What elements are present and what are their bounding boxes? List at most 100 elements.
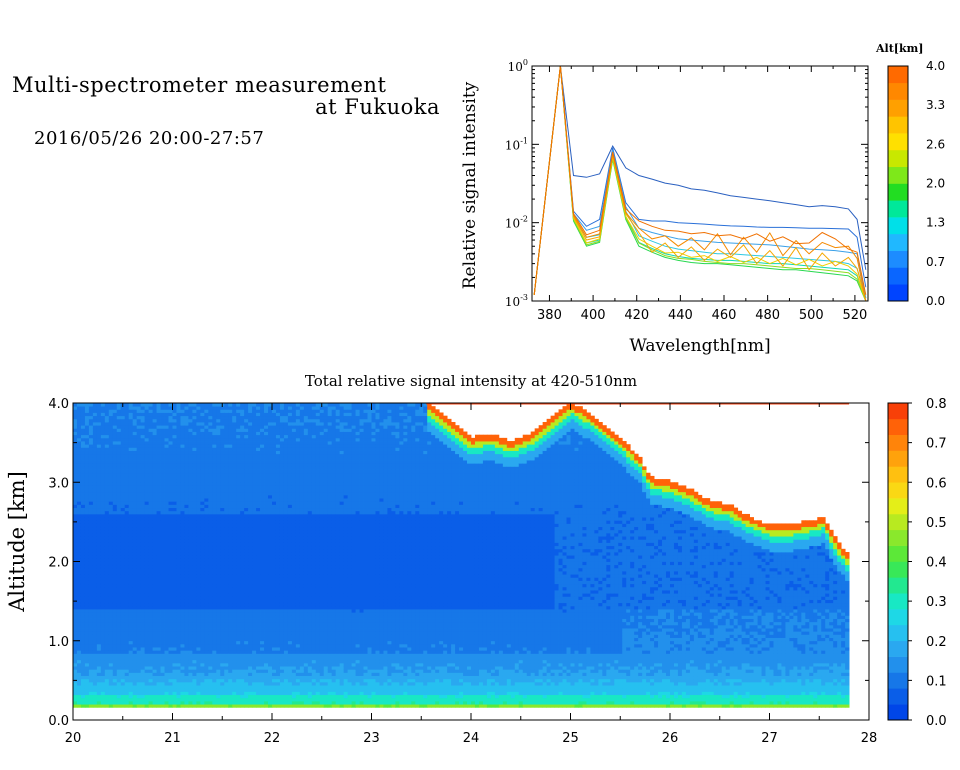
heatmap-cell [176,517,181,521]
heatmap-cell [136,545,142,550]
heatmap-cell [108,504,114,509]
heatmap-cell [264,704,269,708]
heatmap-cell [172,536,177,540]
heatmap-cell [144,656,150,661]
heatmap-cell [84,463,90,467]
heatmap-cell [92,609,98,613]
heatmap-cell [200,482,205,486]
heatmap-cell [112,526,118,531]
heatmap-cell [104,444,110,448]
heatmap-cell [220,596,225,600]
heatmap-cell [108,447,114,451]
heatmap-cell [192,491,197,496]
heatmap-cell [152,590,157,594]
heatmap-cell [120,640,126,645]
heatmap-cell [260,453,265,458]
heatmap-cell [136,675,142,680]
heatmap-cell [168,406,173,410]
heatmap-cell [112,437,118,442]
heatmap-cell [268,634,273,638]
heatmap-cell [140,583,146,588]
heatmap-cell [200,647,205,651]
heatmap-cell [216,628,221,632]
heatmap-cell [160,472,165,477]
heatmap-cell [260,472,265,477]
heatmap-cell [124,485,130,489]
heatmap-cell [144,437,150,442]
heatmap-cell [168,548,173,553]
heatmap-cell [124,590,130,594]
heatmap-cell [212,704,217,708]
heatmap-cell [208,618,213,623]
heatmap-cell [160,425,165,429]
heatmap-cell [152,450,157,455]
heatmap-cell [160,418,165,423]
heatmap-cell [240,403,245,407]
heatmap-cell [152,485,157,489]
heatmap-cell [136,536,142,540]
heatmap-cell [76,463,82,467]
heatmap-cell [220,520,225,524]
heatmap-cell [236,406,241,410]
heatmap-cell [216,700,221,705]
heatmap-cell [156,691,161,696]
heatmap-cell [260,501,265,505]
heatmap-cell [256,501,261,505]
heatmap-cell [148,542,153,547]
heatmap-cell [204,403,209,407]
heatmap-cell [84,659,90,664]
heatmap-cell [236,453,241,458]
heatmap-cell [76,504,82,509]
heatmap-cell [76,482,82,486]
heatmap-cell [156,437,161,442]
heatmap-cell [120,685,126,689]
heatmap-cell [73,406,78,410]
heatmap-cell [204,681,209,686]
heatmap-cell [180,450,185,455]
heatmap-cell [216,637,221,642]
heatmap-cell [204,460,209,464]
heatmap-cell [228,650,233,654]
heatmap-cell [192,444,197,448]
heatmap-cell [168,456,173,461]
heatmap-cell [252,412,257,417]
heatmap-cell [252,666,257,670]
heatmap-cell [252,415,257,420]
heatmap-cell [216,618,221,623]
heatmap-cell [104,650,110,654]
heatmap-cell [220,621,225,626]
heatmap-cell [204,425,209,429]
heatmap-cell [112,662,118,667]
heatmap-cell [144,596,150,600]
heatmap-cell [88,666,94,670]
heatmap-cell [212,425,217,429]
heatmap-cell [148,675,153,680]
heatmap-cell [120,694,126,699]
heatmap-cell [232,551,237,556]
heatmap-cell [120,501,126,505]
heatmap-cell [128,431,134,436]
heatmap-cell [100,593,106,597]
heatmap-cell [80,526,86,531]
heatmap-cell [152,494,157,499]
heatmap-cell [192,532,197,537]
heatmap-cell [200,422,205,426]
heatmap-cell [156,491,161,496]
heatmap-cell [208,691,213,696]
heatmap-cell [73,704,78,708]
heatmap-cell [228,628,233,632]
heatmap-cell [236,659,241,664]
heatmap-cell [124,555,130,559]
heatmap-cell [232,624,237,629]
heatmap-cell [140,577,146,581]
heatmap-cell [120,621,126,626]
heatmap-cell [124,621,130,626]
heatmap-cell [268,504,273,509]
heatmap-cell [96,422,102,426]
heatmap-cell [212,437,217,442]
heatmap-cell [128,536,134,540]
heatmap-cell [172,666,177,670]
heatmap-cell [88,494,94,499]
heatmap-cell [132,520,138,524]
heatmap-cell [96,434,102,439]
